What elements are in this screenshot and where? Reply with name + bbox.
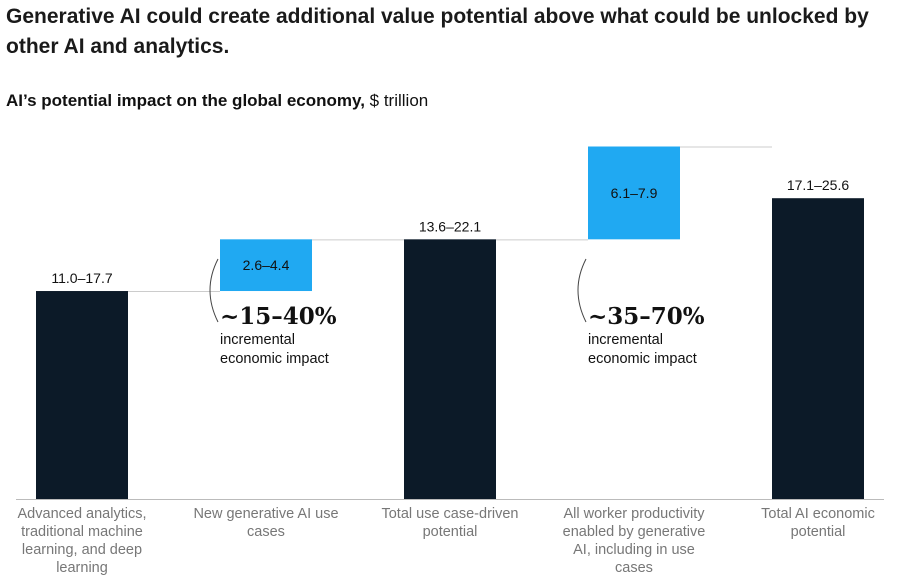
subtitle-unit: $ trillion bbox=[364, 91, 429, 110]
annotation-line2: economic impact bbox=[588, 351, 697, 367]
annotation-worker-productivity: ~35–70% incremental economic impact bbox=[588, 303, 705, 369]
bar-value-label: 13.6–22.1 bbox=[419, 218, 481, 234]
bracket-curve bbox=[209, 258, 219, 323]
category-label: Total use case-driven potential bbox=[381, 506, 519, 540]
bracket-curve bbox=[577, 258, 587, 323]
bar-value-label: 11.0–17.7 bbox=[51, 270, 112, 286]
annotation-percent: ~35–70% bbox=[588, 303, 705, 330]
annotation-line1: incremental bbox=[220, 332, 295, 348]
bar-1 bbox=[36, 291, 128, 499]
bar-3 bbox=[404, 239, 496, 499]
annotation-percent: ~15–40% bbox=[220, 303, 337, 330]
bar-5 bbox=[772, 198, 864, 499]
bar-2 bbox=[220, 239, 312, 292]
category-label: Total AI economic potential bbox=[761, 506, 875, 540]
category-label: Advanced analytics, traditional machine … bbox=[17, 506, 147, 576]
bar-4 bbox=[588, 146, 680, 240]
annotation-new-genai: ~15–40% incremental economic impact bbox=[220, 303, 337, 369]
bar-value-label: 17.1–25.6 bbox=[787, 177, 849, 193]
chart-title: Generative AI could create additional va… bbox=[6, 5, 869, 58]
category-label: New generative AI use cases bbox=[193, 506, 339, 540]
annotation-line1: incremental bbox=[588, 332, 663, 348]
bar-value-label: 6.1–7.9 bbox=[611, 185, 658, 201]
annotation-line2: economic impact bbox=[220, 351, 329, 367]
subtitle-bold: AI’s potential impact on the global econ… bbox=[6, 91, 365, 110]
bar-value-label: 2.6–4.4 bbox=[243, 257, 290, 273]
category-label: All worker productivity enabled by gener… bbox=[562, 506, 706, 576]
chart-subtitle: AI’s potential impact on the global econ… bbox=[6, 90, 428, 112]
